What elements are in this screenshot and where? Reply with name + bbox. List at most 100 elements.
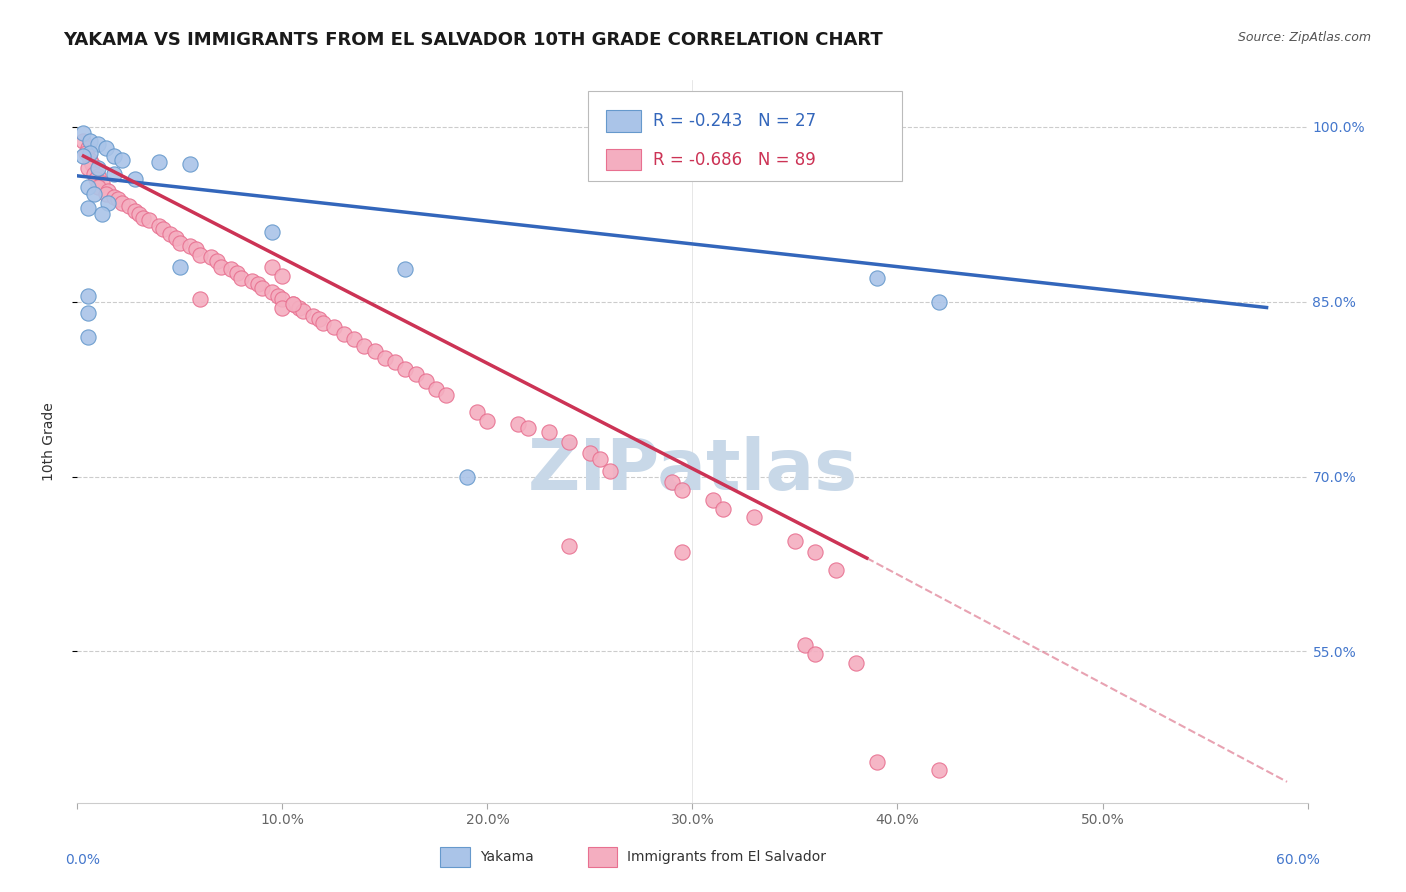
Text: 60.0%: 60.0%: [1277, 854, 1320, 867]
Text: Immigrants from El Salvador: Immigrants from El Salvador: [627, 850, 827, 864]
Point: [97, 184, 120, 198]
Point: [124, 203, 146, 218]
Text: R = -0.243   N = 27: R = -0.243 N = 27: [654, 112, 817, 130]
Point: [405, 367, 427, 381]
Point: [76, 141, 98, 155]
FancyBboxPatch shape: [588, 91, 901, 181]
Point: [866, 271, 889, 285]
Point: [87, 137, 110, 152]
Point: [124, 172, 146, 186]
Point: [271, 268, 294, 283]
Text: ZIPatlas: ZIPatlas: [527, 436, 858, 505]
Point: [159, 227, 181, 241]
Point: [558, 540, 581, 554]
Point: [84, 172, 107, 186]
Point: [132, 211, 155, 225]
Point: [76, 180, 98, 194]
Point: [804, 647, 827, 661]
Point: [281, 297, 304, 311]
Text: YAKAMA VS IMMIGRANTS FROM EL SALVADOR 10TH GRADE CORRELATION CHART: YAKAMA VS IMMIGRANTS FROM EL SALVADOR 10…: [63, 31, 883, 49]
Point: [72, 149, 94, 163]
Point: [188, 248, 212, 262]
Point: [72, 134, 94, 148]
Point: [312, 316, 335, 330]
Point: [79, 134, 101, 148]
Point: [76, 289, 98, 303]
Point: [804, 545, 827, 559]
Point: [80, 157, 103, 171]
Point: [742, 510, 765, 524]
Point: [394, 262, 416, 277]
Point: [589, 452, 612, 467]
Point: [415, 374, 437, 388]
Point: [87, 161, 110, 175]
Point: [111, 195, 134, 210]
Point: [384, 355, 406, 369]
Point: [152, 222, 174, 236]
Point: [288, 301, 311, 315]
Point: [179, 157, 201, 171]
Point: [537, 425, 560, 440]
Point: [250, 281, 273, 295]
Point: [169, 260, 191, 274]
Text: 0.0%: 0.0%: [65, 854, 100, 867]
Point: [353, 339, 375, 353]
Point: [465, 405, 488, 419]
Point: [76, 202, 98, 216]
Point: [165, 230, 187, 244]
Point: [75, 145, 97, 160]
Point: [76, 161, 98, 175]
Point: [83, 167, 105, 181]
Point: [87, 169, 110, 183]
Bar: [606, 149, 641, 170]
Point: [456, 469, 478, 483]
Point: [281, 297, 304, 311]
Point: [671, 483, 693, 498]
Point: [262, 225, 284, 239]
Point: [302, 309, 325, 323]
Point: [322, 320, 344, 334]
Point: [87, 180, 110, 194]
Point: [866, 755, 889, 769]
Bar: [440, 847, 470, 867]
Point: [374, 351, 396, 365]
Point: [271, 301, 294, 315]
Point: [117, 199, 139, 213]
Point: [240, 274, 263, 288]
Point: [205, 254, 228, 268]
Point: [394, 362, 416, 376]
Point: [148, 154, 170, 169]
Point: [558, 434, 581, 449]
Point: [231, 271, 253, 285]
Text: Source: ZipAtlas.com: Source: ZipAtlas.com: [1237, 31, 1371, 45]
Text: Yakama: Yakama: [479, 850, 533, 864]
Point: [148, 219, 170, 233]
Point: [711, 502, 734, 516]
Point: [363, 343, 385, 358]
Text: R = -0.686   N = 89: R = -0.686 N = 89: [654, 151, 815, 169]
Point: [271, 293, 294, 307]
Point: [97, 195, 120, 210]
Point: [128, 207, 150, 221]
Point: [291, 304, 314, 318]
Point: [702, 492, 724, 507]
Point: [79, 153, 101, 167]
Point: [343, 332, 366, 346]
Point: [83, 187, 105, 202]
Point: [333, 327, 356, 342]
Point: [103, 149, 125, 163]
Point: [508, 417, 530, 431]
Point: [111, 153, 134, 167]
Point: [246, 277, 269, 292]
Point: [783, 533, 806, 548]
Point: [661, 475, 683, 490]
Y-axis label: 10th Grade: 10th Grade: [42, 402, 56, 481]
Point: [107, 192, 129, 206]
Point: [517, 420, 540, 434]
Point: [90, 176, 114, 190]
Point: [209, 260, 232, 274]
Point: [186, 242, 208, 256]
Point: [425, 382, 447, 396]
Point: [262, 260, 284, 274]
Point: [262, 285, 284, 300]
